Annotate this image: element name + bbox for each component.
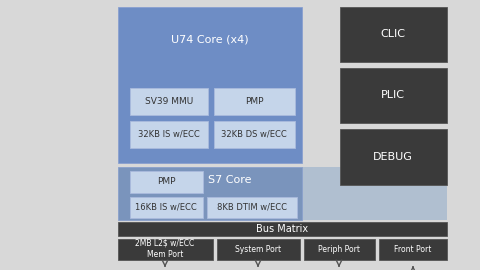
Text: PMP: PMP [245, 96, 263, 106]
Bar [130, 121, 208, 148]
Bar [214, 121, 295, 148]
Text: S7 Core: S7 Core [208, 175, 252, 185]
Bar [118, 7, 302, 163]
Text: System Port: System Port [235, 245, 281, 254]
Bar [118, 222, 447, 236]
Bar [130, 197, 203, 218]
Text: PMP: PMP [157, 177, 175, 187]
Text: 16KB IS w/ECC: 16KB IS w/ECC [135, 202, 197, 211]
Bar [130, 171, 203, 193]
Text: Front Port: Front Port [394, 245, 432, 254]
Bar [340, 68, 447, 123]
Text: PLIC: PLIC [381, 90, 405, 100]
Bar [340, 129, 447, 185]
Bar [217, 239, 300, 260]
Bar [304, 239, 375, 260]
Text: Periph Port: Periph Port [318, 245, 360, 254]
Text: DEBUG: DEBUG [373, 152, 413, 162]
Bar [130, 88, 208, 115]
Text: CLIC: CLIC [381, 29, 406, 39]
Bar [302, 167, 447, 220]
Text: 8KB DTIM w/ECC: 8KB DTIM w/ECC [217, 202, 287, 211]
Text: 2MB L2$ w/ECC
Mem Port: 2MB L2$ w/ECC Mem Port [135, 239, 194, 259]
Bar [214, 88, 295, 115]
Bar [340, 7, 447, 62]
Bar [118, 167, 302, 220]
Text: 32KB DS w/ECC: 32KB DS w/ECC [221, 130, 287, 139]
Text: 32KB IS w/ECC: 32KB IS w/ECC [138, 130, 200, 139]
Bar [207, 197, 297, 218]
Bar [118, 239, 213, 260]
Text: U74 Core (x4): U74 Core (x4) [171, 35, 249, 45]
Text: SV39 MMU: SV39 MMU [145, 96, 193, 106]
Text: Bus Matrix: Bus Matrix [256, 224, 308, 234]
Bar [379, 239, 447, 260]
